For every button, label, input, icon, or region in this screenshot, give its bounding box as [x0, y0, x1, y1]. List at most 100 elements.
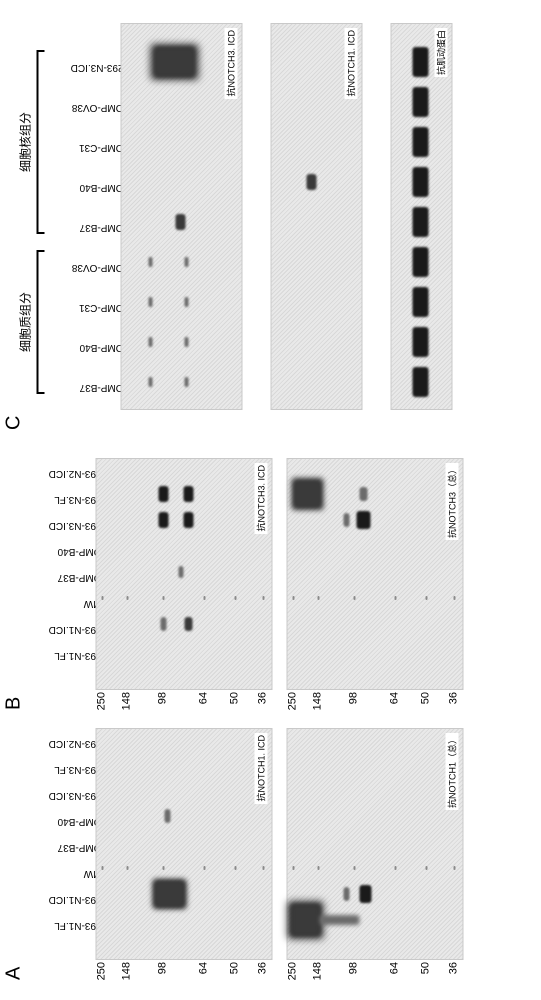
band — [183, 512, 193, 528]
lane-label: OMP-B37 — [79, 382, 123, 393]
band — [306, 174, 316, 190]
band — [183, 486, 193, 502]
mw-tick: 50 — [419, 962, 431, 990]
band — [412, 327, 428, 357]
mw-tick: 64 — [197, 692, 209, 720]
mw-tick: 36 — [256, 692, 268, 720]
panel-b-blot-1: 抗NOTCH3. ICD — [95, 460, 270, 690]
lane-label: 293-N3.FL — [54, 764, 101, 775]
lane-label: 293-N1.ICD — [48, 624, 101, 635]
lane-label: 293-N2.ICD — [48, 468, 101, 479]
lane-label: OMP-B40 — [79, 342, 123, 353]
mw-tick: 64 — [197, 962, 209, 990]
mw-marker — [126, 866, 128, 870]
band — [158, 512, 168, 528]
mw-marker — [394, 596, 396, 600]
lane-label: OMP-B40 — [79, 182, 123, 193]
mw-tick: 148 — [120, 692, 132, 720]
lane-label: OMP-B37 — [57, 572, 101, 583]
mw-marker — [162, 596, 164, 600]
band — [356, 511, 370, 529]
band — [158, 486, 168, 502]
mw-tick: 98 — [156, 962, 168, 990]
lane-label: 293-N2.ICD — [48, 738, 101, 749]
mw-tick: 64 — [388, 692, 400, 720]
band — [150, 44, 198, 80]
mw-marker — [234, 866, 236, 870]
band — [148, 297, 152, 307]
lane-label: OMP-B37 — [79, 222, 123, 233]
band — [412, 47, 428, 77]
mw-tick: 50 — [419, 692, 431, 720]
band — [287, 901, 323, 939]
mw-tick: 148 — [311, 692, 323, 720]
lane-label: 293-N3.FL — [54, 494, 101, 505]
band — [412, 167, 428, 197]
group-label: 细胞质组分 — [16, 250, 33, 394]
mw-tick: 98 — [347, 962, 359, 990]
lane-label: OMP-B37 — [57, 842, 101, 853]
mw-marker — [353, 866, 355, 870]
band — [184, 297, 188, 307]
antibody-tag: 抗NOTCH3. ICD — [224, 28, 237, 99]
blot-background — [95, 728, 272, 960]
band — [412, 127, 428, 157]
panel-letter-c: C — [2, 416, 25, 430]
band — [148, 377, 152, 387]
mw-tick: 250 — [95, 692, 107, 720]
panel-c-blot-3: 抗肌动蛋白 — [390, 25, 450, 410]
mw-marker — [317, 866, 319, 870]
band — [184, 377, 188, 387]
band — [412, 247, 428, 277]
mw-marker — [203, 866, 205, 870]
mw-marker — [234, 596, 236, 600]
band — [412, 367, 428, 397]
lane-label: 293-N1.ICD — [48, 894, 101, 905]
mw-marker — [453, 596, 455, 600]
group-bar — [36, 50, 38, 234]
band — [152, 879, 186, 909]
band — [148, 337, 152, 347]
antibody-tag: 抗肌动蛋白 — [434, 28, 447, 77]
mw-tick: 250 — [286, 962, 298, 990]
mw-tick: 36 — [256, 962, 268, 990]
mw-marker — [203, 596, 205, 600]
band — [164, 809, 170, 823]
mw-marker — [162, 866, 164, 870]
mw-tick: 50 — [228, 962, 240, 990]
band — [175, 214, 185, 230]
panel-c-blot-1: 抗NOTCH3. ICD — [120, 25, 240, 410]
band — [343, 513, 349, 527]
band — [412, 287, 428, 317]
lane-label: 293-N1.FL — [54, 920, 101, 931]
band — [148, 257, 152, 267]
lane-label: 293-N3.ICD — [48, 520, 101, 531]
lane-label: 293-N3.ICD — [48, 790, 101, 801]
lane-label: OMP-OV38 — [71, 102, 123, 113]
panel-a-blot-2: 抗NOTCH1（总） — [286, 730, 461, 960]
mw-marker — [101, 866, 103, 870]
mw-marker — [394, 866, 396, 870]
mw-marker — [292, 596, 294, 600]
antibody-tag: 抗NOTCH3（总） — [445, 463, 458, 540]
mw-marker — [292, 866, 294, 870]
mw-marker — [453, 866, 455, 870]
group-label: 细胞核组分 — [16, 50, 33, 234]
mw-tick: 250 — [286, 692, 298, 720]
lane-label: OMP-C31 — [79, 302, 123, 313]
group-bar-tick — [36, 250, 44, 252]
group-bar-tick — [36, 50, 44, 52]
lane-label: OMP-B40 — [57, 816, 101, 827]
mw-marker — [353, 596, 355, 600]
band — [359, 487, 367, 501]
mw-marker — [262, 866, 264, 870]
band — [178, 566, 183, 578]
mw-tick: 148 — [120, 962, 132, 990]
band — [319, 915, 359, 925]
lane-label: 293-N1.FL — [54, 650, 101, 661]
panel-a-blot-1: 抗NOTCH1. ICD — [95, 730, 270, 960]
group-bar-tick — [36, 232, 44, 234]
lane-label: OMP-B40 — [57, 546, 101, 557]
mw-marker — [101, 596, 103, 600]
band — [412, 87, 428, 117]
